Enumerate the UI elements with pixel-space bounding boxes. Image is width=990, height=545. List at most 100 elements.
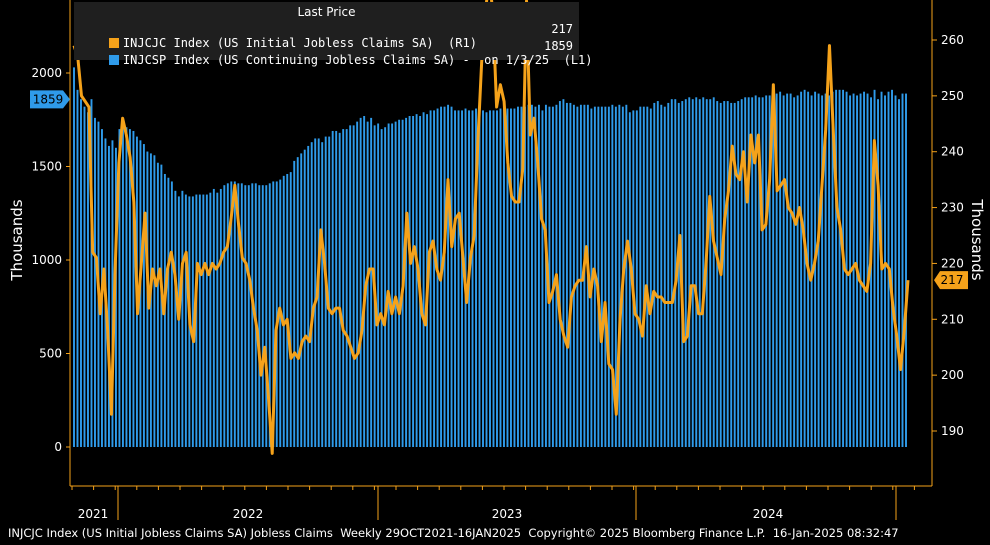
bar	[478, 110, 481, 448]
bar	[471, 110, 474, 448]
bar	[653, 102, 656, 448]
bar	[814, 91, 817, 447]
bar	[111, 140, 114, 447]
bar	[779, 91, 782, 447]
bar	[485, 112, 488, 448]
bar	[496, 110, 498, 448]
bar	[530, 104, 533, 447]
bar	[534, 106, 537, 447]
bar	[765, 95, 768, 447]
bar	[356, 121, 359, 448]
bar	[216, 192, 219, 447]
bar	[125, 127, 128, 447]
bar	[831, 91, 834, 447]
bar	[702, 97, 705, 447]
left-tick-label: 1500	[31, 160, 62, 174]
bar	[520, 106, 523, 447]
bar	[768, 95, 771, 447]
bar	[845, 91, 848, 447]
bar	[544, 104, 547, 447]
bar	[712, 97, 715, 447]
bar	[726, 101, 729, 448]
bar	[174, 190, 177, 447]
bar	[331, 130, 334, 447]
bar	[618, 104, 621, 447]
bar	[877, 99, 879, 448]
right-tick-label: 250	[941, 89, 964, 103]
legend-swatch-blue	[108, 55, 119, 65]
bar	[684, 99, 687, 448]
x-tick-label: 2021	[78, 507, 109, 521]
bar	[366, 121, 369, 448]
bar	[642, 106, 645, 447]
legend-value-initial-claims: 217	[551, 22, 573, 36]
bar	[342, 129, 345, 447]
bar	[709, 99, 712, 448]
bar	[83, 106, 86, 447]
bar	[265, 185, 268, 447]
bar	[128, 129, 131, 447]
bar	[614, 106, 617, 447]
bar	[884, 95, 886, 447]
x-tick-label: 2023	[492, 507, 523, 521]
bar	[639, 106, 642, 447]
bar	[866, 93, 869, 447]
bar	[562, 99, 565, 448]
bar	[76, 89, 79, 447]
legend: Last Price INJCJC Index (US Initial Jobl…	[74, 2, 593, 67]
bar	[223, 185, 226, 447]
bar	[230, 181, 233, 447]
bar	[898, 99, 900, 448]
bar	[758, 97, 761, 447]
footer-caption: INJCJC Index (US Initial Jobless Claims …	[8, 526, 899, 540]
bar	[786, 93, 789, 447]
bar	[87, 112, 89, 448]
bar	[170, 181, 173, 447]
bar	[737, 101, 740, 448]
bar	[394, 121, 397, 448]
bar	[761, 97, 764, 447]
bar	[663, 106, 666, 447]
bar	[475, 108, 477, 447]
bar	[510, 108, 512, 447]
bar	[548, 106, 551, 447]
bar	[268, 183, 271, 447]
bar	[482, 110, 484, 448]
left-tick-label: 0	[54, 440, 62, 454]
bar	[261, 185, 264, 447]
bar-series-continuing-claims	[73, 67, 907, 448]
bar	[237, 183, 240, 447]
bar	[352, 125, 355, 448]
bar	[716, 101, 719, 448]
bar	[244, 185, 247, 447]
bar	[499, 108, 502, 447]
bar	[828, 95, 831, 447]
bar	[258, 185, 261, 447]
bar	[688, 97, 691, 447]
bar	[153, 155, 156, 447]
bar	[118, 129, 121, 447]
bar	[656, 101, 659, 448]
bar	[527, 104, 530, 447]
bar	[558, 101, 561, 448]
bar	[677, 102, 680, 448]
bar	[272, 181, 275, 447]
right-tick-label: 200	[941, 368, 964, 382]
bar	[177, 196, 180, 447]
bar	[901, 93, 904, 447]
bar	[328, 136, 331, 447]
bar	[635, 110, 638, 448]
bar	[604, 106, 607, 447]
bar	[289, 172, 292, 448]
bar	[744, 97, 747, 447]
bar	[782, 95, 785, 447]
bar	[282, 175, 285, 447]
bar	[513, 108, 516, 447]
bar	[296, 157, 299, 447]
bar	[730, 102, 733, 448]
bar	[436, 108, 439, 447]
bar	[412, 116, 415, 447]
x-tick-label: 2022	[233, 507, 264, 521]
bar	[517, 106, 519, 447]
